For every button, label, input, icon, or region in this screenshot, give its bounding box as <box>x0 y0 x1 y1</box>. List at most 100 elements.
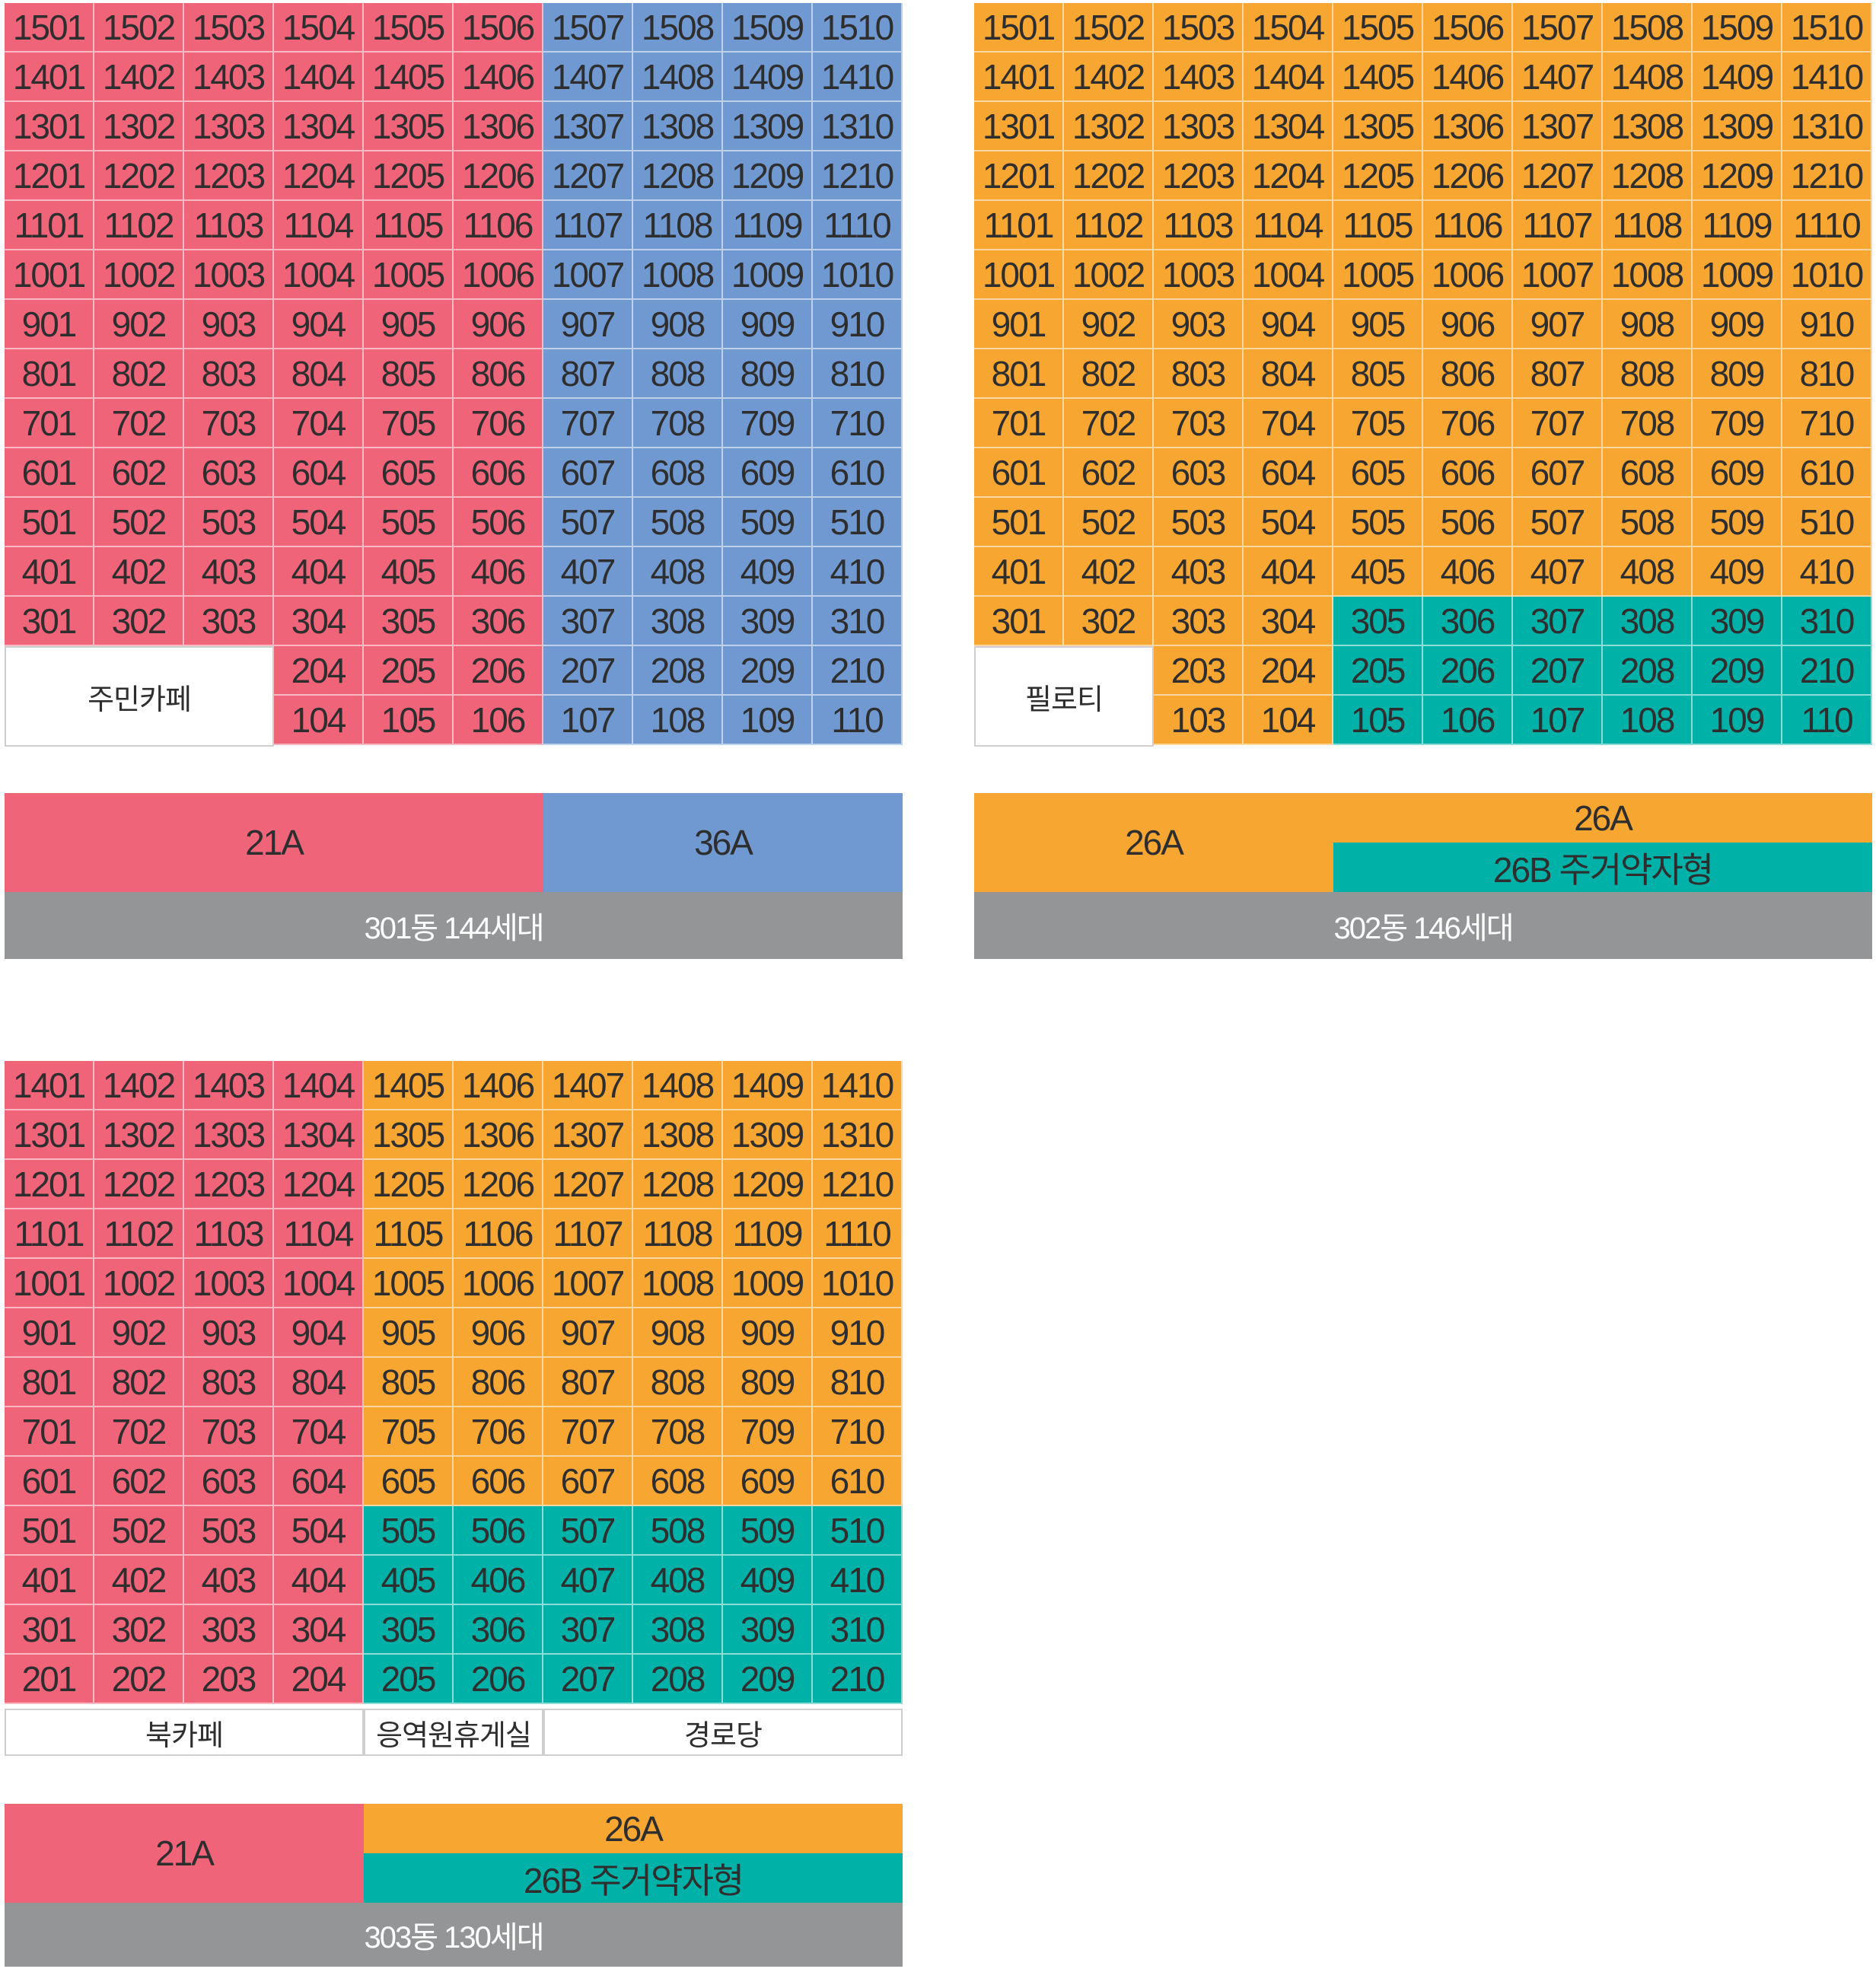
unit-302-506: 506 <box>1423 498 1513 547</box>
unit-302-209: 209 <box>1693 646 1782 696</box>
unit-302-306: 306 <box>1423 597 1513 646</box>
unit-302-1403: 1403 <box>1154 53 1244 102</box>
unit-301-1202: 1202 <box>94 151 184 201</box>
unit-302-707: 707 <box>1513 399 1603 448</box>
unit-301-505: 505 <box>364 498 454 547</box>
unit-302-1009: 1009 <box>1693 250 1782 300</box>
unit-301-1102: 1102 <box>94 201 184 250</box>
unit-303-1109: 1109 <box>723 1209 813 1259</box>
unit-303-507: 507 <box>543 1506 633 1556</box>
unit-303-1203: 1203 <box>184 1160 274 1209</box>
unit-303-209: 209 <box>723 1655 813 1704</box>
unit-303-509: 509 <box>723 1506 813 1556</box>
unit-303-701: 701 <box>5 1407 94 1457</box>
unit-303-510: 510 <box>813 1506 903 1556</box>
unit-303-1101: 1101 <box>5 1209 94 1259</box>
unit-302-705: 705 <box>1333 399 1423 448</box>
unit-301-106: 106 <box>454 696 543 745</box>
unit-302-106: 106 <box>1423 696 1513 745</box>
unit-303-1001: 1001 <box>5 1259 94 1308</box>
unit-302-605: 605 <box>1333 448 1423 498</box>
unit-301-905: 905 <box>364 300 454 349</box>
unit-303-306: 306 <box>454 1605 543 1655</box>
unit-301-508: 508 <box>633 498 723 547</box>
unit-302-601: 601 <box>974 448 1064 498</box>
unit-302-1004: 1004 <box>1244 250 1333 300</box>
unit-301-601: 601 <box>5 448 94 498</box>
unit-303-1205: 1205 <box>364 1160 454 1209</box>
unit-303-1210: 1210 <box>813 1160 903 1209</box>
unit-303-710: 710 <box>813 1407 903 1457</box>
unit-302-1408: 1408 <box>1603 53 1693 102</box>
unit-301-708: 708 <box>633 399 723 448</box>
unit-301-1109: 1109 <box>723 201 813 250</box>
unit-303-409: 409 <box>723 1556 813 1605</box>
unit-303-907: 907 <box>543 1308 633 1358</box>
unit-301-1003: 1003 <box>184 250 274 300</box>
unit-301-308: 308 <box>633 597 723 646</box>
unit-301-1010: 1010 <box>813 250 903 300</box>
unit-303-1406: 1406 <box>454 1061 543 1110</box>
unit-301-509: 509 <box>723 498 813 547</box>
unit-301-901: 901 <box>5 300 94 349</box>
unit-302-1502: 1502 <box>1064 3 1154 53</box>
unit-302-406: 406 <box>1423 547 1513 597</box>
unit-303-902: 902 <box>94 1308 184 1358</box>
unit-303-809: 809 <box>723 1358 813 1407</box>
unit-303-410: 410 <box>813 1556 903 1605</box>
unit-303-1005: 1005 <box>364 1259 454 1308</box>
legend-26a-top-302: 26A <box>1333 793 1872 843</box>
unit-302-1109: 1109 <box>1693 201 1782 250</box>
unit-303-1106: 1106 <box>454 1209 543 1259</box>
unit-301-1504: 1504 <box>274 3 364 53</box>
unit-301-1403: 1403 <box>184 53 274 102</box>
unit-302-404: 404 <box>1244 547 1333 597</box>
unit-302-307: 307 <box>1513 597 1603 646</box>
unit-301-1507: 1507 <box>543 3 633 53</box>
unit-301-1007: 1007 <box>543 250 633 300</box>
unit-301-1404: 1404 <box>274 53 364 102</box>
unit-302-904: 904 <box>1244 300 1333 349</box>
unit-303-1202: 1202 <box>94 1160 184 1209</box>
unit-302-303: 303 <box>1154 597 1244 646</box>
unit-301-602: 602 <box>94 448 184 498</box>
unit-301-206: 206 <box>454 646 543 696</box>
unit-301-303: 303 <box>184 597 274 646</box>
unit-303-505: 505 <box>364 1506 454 1556</box>
unit-303-508: 508 <box>633 1506 723 1556</box>
unit-303-1408: 1408 <box>633 1061 723 1110</box>
unit-302-405: 405 <box>1333 547 1423 597</box>
unit-302-606: 606 <box>1423 448 1513 498</box>
unit-301-701: 701 <box>5 399 94 448</box>
unit-303-1204: 1204 <box>274 1160 364 1209</box>
unit-303-807: 807 <box>543 1358 633 1407</box>
unit-302-103: 103 <box>1154 696 1244 745</box>
unit-303-1104: 1104 <box>274 1209 364 1259</box>
unit-302-908: 908 <box>1603 300 1693 349</box>
unit-301-1107: 1107 <box>543 201 633 250</box>
unit-301-806: 806 <box>454 349 543 399</box>
unit-302-1305: 1305 <box>1333 102 1423 151</box>
unit-301-1307: 1307 <box>543 102 633 151</box>
unit-303-1006: 1006 <box>454 1259 543 1308</box>
unit-301-1501: 1501 <box>5 3 94 53</box>
unit-302-805: 805 <box>1333 349 1423 399</box>
unit-302-1309: 1309 <box>1693 102 1782 151</box>
unit-302-1210: 1210 <box>1782 151 1872 201</box>
unit-303-1110: 1110 <box>813 1209 903 1259</box>
unit-302-704: 704 <box>1244 399 1333 448</box>
unit-301-110: 110 <box>813 696 903 745</box>
unit-301-107: 107 <box>543 696 633 745</box>
unit-302-1510: 1510 <box>1782 3 1872 53</box>
unit-301-1201: 1201 <box>5 151 94 201</box>
unit-301-408: 408 <box>633 547 723 597</box>
unit-302-210: 210 <box>1782 646 1872 696</box>
unit-302-407: 407 <box>1513 547 1603 597</box>
unit-302-806: 806 <box>1423 349 1513 399</box>
unit-303-1310: 1310 <box>813 1110 903 1160</box>
building-303: 1401 1402 1403 1404 1405 1406 1407 1408 1409 1410… <box>5 1061 903 1967</box>
unit-303-1105: 1105 <box>364 1209 454 1259</box>
unit-302-1209: 1209 <box>1693 151 1782 201</box>
unit-302-702: 702 <box>1064 399 1154 448</box>
unit-302-205: 205 <box>1333 646 1423 696</box>
